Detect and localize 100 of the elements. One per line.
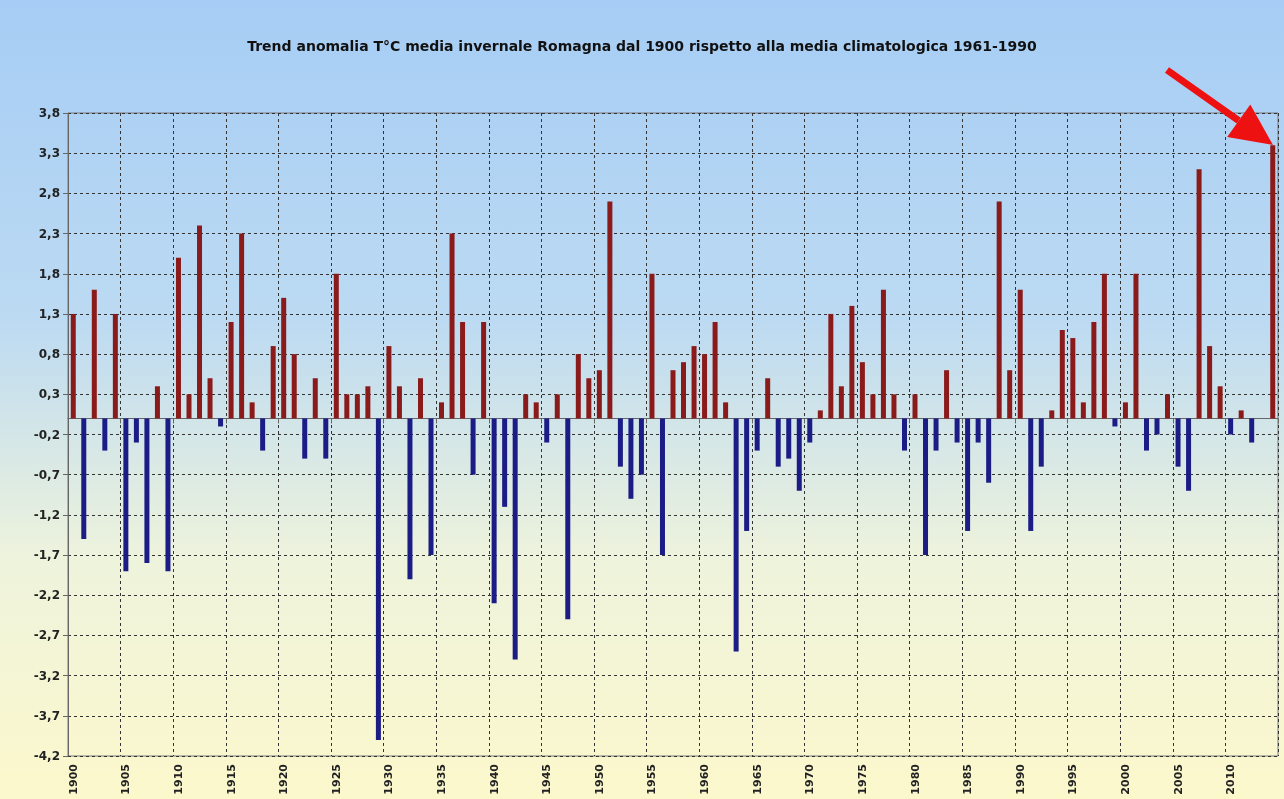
bar [1133,273,1139,419]
bar [333,273,339,419]
bar [1228,418,1234,435]
x-tick-label: 1955 [645,764,659,795]
bar [1028,418,1034,531]
bar [754,418,760,451]
bar [891,394,897,419]
bar [312,378,318,419]
bar [291,354,297,419]
bar [575,354,581,419]
bar [1154,418,1160,435]
bar [1049,410,1055,419]
bar [554,394,560,419]
bar [239,233,245,419]
bar [859,362,865,419]
bar [1122,402,1128,419]
y-tick-label: -1,7 [33,548,60,563]
bar [1186,418,1192,491]
bar [901,418,907,451]
bar [596,370,602,419]
bar [144,418,150,564]
bar [207,378,213,419]
y-tick-label: -0,7 [33,467,60,482]
bar [1175,418,1181,467]
x-tick-label: 1945 [540,764,554,795]
x-tick-label: 1990 [1013,763,1027,795]
bar [1080,402,1086,419]
bar [460,321,466,419]
bar [186,394,192,419]
bar [270,346,276,419]
x-tick-label: 2000 [1118,763,1132,795]
bar [849,305,855,419]
bar [544,418,550,443]
bar [1017,289,1023,419]
bar [628,418,634,499]
bar [481,321,487,419]
bar [354,394,360,419]
bar [565,418,571,620]
y-tick-label: -0,2 [33,427,60,442]
bar [91,289,97,419]
y-tick-label: -2,2 [33,588,60,603]
bar [1196,169,1202,419]
bar [302,418,308,459]
bar [828,313,834,419]
bar [659,418,665,556]
bar [1007,370,1013,419]
y-tick-label: -3,2 [33,668,60,683]
x-tick-label: 1980 [908,763,922,795]
x-tick-label: 1905 [119,764,133,795]
bar [1112,418,1118,427]
bar [670,370,676,419]
bar [638,418,644,475]
bar [744,418,750,531]
bar [407,418,413,580]
y-tick-label: -4,2 [33,749,60,763]
y-tick-label: 2,3 [38,226,60,241]
bar [281,297,287,419]
bar [775,418,781,467]
bar [681,362,687,419]
bar [1270,145,1276,419]
bar [933,418,939,451]
x-tick-label: 1915 [224,764,238,795]
chart-title: Trend anomalia T°C media invernale Romagna dal 1900 rispetto alla media climatologica 1961-1990 [247,38,1038,54]
bar [965,418,971,531]
bar [691,346,697,419]
bar [923,418,929,556]
bar [533,402,539,419]
y-tick-label: 1,8 [38,266,60,281]
bar [986,418,992,483]
bar [838,386,844,419]
bar [723,402,729,419]
bar [428,418,434,556]
bar [396,386,402,419]
bar [786,418,792,459]
x-tick-label: 1935 [435,764,449,795]
x-tick-label: 1910 [171,763,185,795]
bar [975,418,981,443]
x-tick-label: 1940 [487,763,501,795]
bar [954,418,960,443]
bar [133,418,139,443]
bar [165,418,171,572]
bar [365,386,371,419]
bar [1207,346,1213,419]
x-tick-label: 1970 [803,763,817,795]
x-tick-label: 1920 [277,763,291,795]
y-tick-label: -1,2 [33,507,60,522]
y-tick-label: -3,7 [33,708,60,723]
x-tick-label: 1995 [1066,764,1080,795]
bar [102,418,108,451]
bar [649,273,655,419]
y-tick-label: 3,3 [38,146,60,161]
x-tick-label: 1930 [382,763,396,795]
bar [449,233,455,419]
bar [417,378,423,419]
bar [617,418,623,467]
bar [386,346,392,419]
bar [944,370,950,419]
bar [1249,418,1255,443]
bar [807,418,813,443]
bar [870,394,876,419]
